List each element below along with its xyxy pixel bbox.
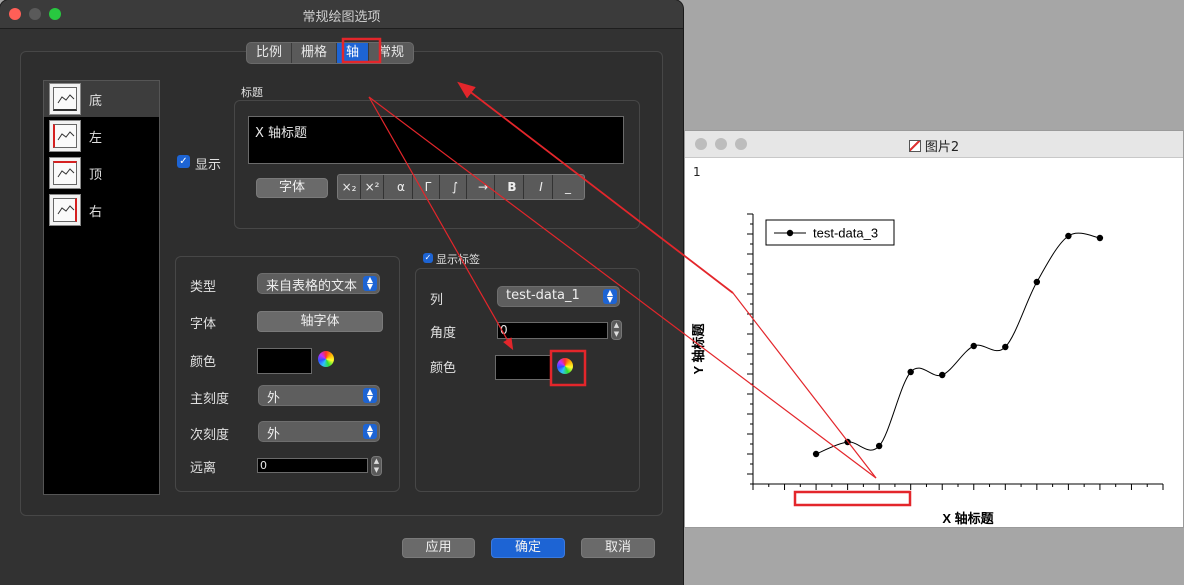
label-color-well[interactable] — [495, 355, 551, 380]
y-axis-title: Y 轴标题 — [691, 322, 706, 374]
ok-button[interactable]: 确定 — [491, 538, 565, 558]
dialog-titlebar: 常规绘图选项 — [0, 0, 683, 29]
minimize-button[interactable] — [29, 8, 41, 20]
select-arrows-icon: ▲ ▼ — [603, 289, 617, 304]
show-title-label: 显示 — [195, 158, 222, 173]
axis-item-label: 顶 — [89, 168, 103, 183]
data-point — [1002, 343, 1009, 351]
angle-field[interactable]: 0 — [497, 322, 608, 339]
column-label: 列 — [430, 293, 444, 308]
tick-color-label: 颜色 — [190, 355, 217, 370]
bottom-axis-icon — [49, 83, 81, 115]
graph-window-title-text: 图片2 — [924, 140, 960, 155]
axis-item-label: 底 — [89, 94, 103, 109]
axis-item-top[interactable]: 顶 — [44, 155, 159, 191]
superscript-button[interactable]: ×² — [361, 175, 384, 199]
data-point — [939, 371, 946, 379]
italic-button[interactable]: I — [530, 175, 553, 199]
title-text: X 轴标题 — [255, 126, 308, 141]
axis-item-bottom[interactable]: 底 — [44, 81, 159, 117]
graph-titlebar: 图片2 — [685, 131, 1183, 158]
data-point — [970, 342, 977, 350]
angle-stepper[interactable]: ▲ ▼ — [611, 320, 622, 340]
column-select-value: test-data_1 — [506, 288, 580, 303]
minor-tick-label: 次刻度 — [190, 428, 230, 443]
select-arrows-icon: ▲ ▼ — [363, 424, 377, 439]
minor-tick-select[interactable]: 外 ▲ ▼ — [258, 421, 380, 442]
axis-item-label: 左 — [89, 131, 103, 146]
angle-label: 角度 — [430, 326, 457, 341]
zoom-button[interactable] — [49, 8, 61, 20]
color-wheel-icon[interactable] — [557, 358, 573, 374]
tick-group — [175, 256, 400, 492]
format-toolbar: ×₂ ×² α Γ ∫ → B I _ — [337, 174, 585, 200]
title-text-field[interactable]: X 轴标题 — [248, 116, 624, 164]
show-labels-label: 显示标签 — [436, 253, 480, 266]
x-axis-title: X 轴标题 — [942, 511, 994, 526]
data-point — [844, 438, 851, 446]
plot-options-dialog: 常规绘图选项 比例 栅格 轴 常规 底 左 顶 右 — [0, 0, 683, 585]
tab-bar: 比例 栅格 轴 常规 — [246, 42, 415, 64]
bold-button[interactable]: B — [501, 175, 524, 199]
axis-item-label: 右 — [89, 205, 103, 220]
data-point — [1065, 232, 1072, 240]
close-button[interactable] — [9, 8, 21, 20]
cancel-button[interactable]: 取消 — [581, 538, 655, 558]
tab-grid[interactable]: 栅格 — [292, 43, 338, 63]
color-wheel-icon[interactable] — [318, 351, 334, 367]
label-color-label: 颜色 — [430, 361, 457, 376]
legend-label: test-data_3 — [813, 226, 878, 241]
greek-alpha-button[interactable]: α — [390, 175, 413, 199]
type-select[interactable]: 来自表格的文本 ▲ ▼ — [257, 273, 380, 294]
title-group-label: 标题 — [241, 86, 263, 99]
distance-field[interactable]: 0 — [257, 458, 368, 473]
select-arrows-icon: ▲ ▼ — [363, 276, 377, 291]
data-point — [812, 450, 820, 458]
distance-stepper[interactable]: ▲ ▼ — [371, 456, 382, 476]
legend-marker — [786, 229, 794, 237]
graph-window-title: 图片2 — [685, 136, 1183, 155]
plot-canvas[interactable]: test-data_3 X 轴标题 Y 轴标题 — [685, 158, 1183, 528]
show-title-checkbox[interactable]: ✓ — [177, 155, 190, 168]
left-axis-icon — [49, 120, 81, 152]
axis-font-button[interactable]: 轴字体 — [257, 311, 383, 332]
axis-item-left[interactable]: 左 — [44, 118, 159, 154]
major-tick-select[interactable]: 外 ▲ ▼ — [258, 385, 380, 406]
data-point — [875, 442, 883, 450]
major-tick-label: 主刻度 — [190, 392, 230, 407]
underline-button[interactable]: _ — [557, 175, 579, 199]
axis-list: 底 左 顶 右 — [43, 80, 160, 495]
graph-doc-icon — [908, 140, 921, 152]
data-point — [1096, 234, 1104, 242]
type-select-value: 来自表格的文本 — [266, 279, 358, 294]
title-font-button[interactable]: 字体 — [256, 178, 328, 198]
tab-scale[interactable]: 比例 — [247, 43, 293, 63]
font-label: 字体 — [190, 317, 217, 332]
select-arrows-icon: ▲ ▼ — [363, 388, 377, 403]
subscript-button[interactable]: ×₂ — [338, 175, 361, 199]
series-line — [815, 232, 1101, 455]
show-labels-checkbox[interactable]: ✓ — [423, 253, 433, 263]
arrow-symbol-button[interactable]: → — [472, 175, 495, 199]
tick-color-well[interactable] — [257, 348, 312, 374]
integral-symbol-button[interactable]: ∫ — [444, 175, 467, 199]
greek-gamma-button[interactable]: Γ — [417, 175, 440, 199]
tab-axis[interactable]: 轴 — [337, 43, 370, 63]
graph-window: 图片2 1 test-data_3 X 轴标题 Y 轴标题 — [684, 130, 1184, 528]
column-select[interactable]: test-data_1 ▲ ▼ — [497, 286, 620, 307]
data-point — [907, 368, 914, 376]
dialog-title: 常规绘图选项 — [302, 10, 381, 25]
type-label: 类型 — [190, 280, 217, 295]
distance-label: 远离 — [190, 461, 217, 476]
data-point — [1033, 278, 1041, 286]
major-tick-value: 外 — [267, 391, 281, 406]
right-axis-icon — [49, 194, 81, 226]
axis-item-right[interactable]: 右 — [44, 192, 159, 228]
minor-tick-value: 外 — [267, 427, 281, 442]
top-axis-icon — [49, 157, 81, 189]
tab-general[interactable]: 常规 — [378, 45, 405, 60]
apply-button[interactable]: 应用 — [402, 538, 475, 558]
